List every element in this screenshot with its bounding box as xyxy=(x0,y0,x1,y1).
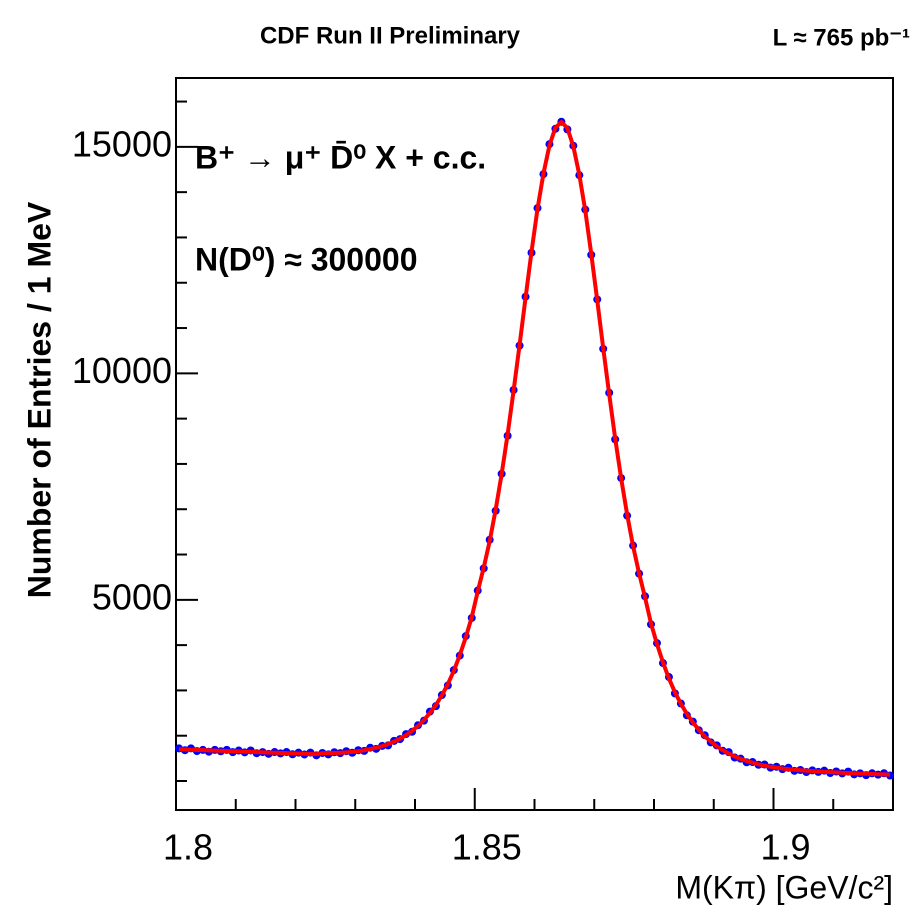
chart-title: CDF Run II Preliminary xyxy=(260,22,521,49)
y-tick-label: 15000 xyxy=(72,123,172,164)
annotation: B⁺ → μ⁺ D̄⁰ X + c.c. xyxy=(195,139,486,175)
x-axis-label: M(Kπ) [GeV/c²] xyxy=(675,869,893,905)
luminosity: L ≈ 765 pb⁻¹ xyxy=(773,24,910,51)
plot-frame xyxy=(175,77,894,811)
x-tick-label: 1.9 xyxy=(760,827,810,868)
x-tick-label: 1.85 xyxy=(452,827,522,868)
fit-curve xyxy=(178,119,891,777)
y-tick-label: 10000 xyxy=(72,350,172,391)
y-axis-label: Number of Entries / 1 MeV xyxy=(21,201,57,598)
y-tick-label: 5000 xyxy=(92,576,172,617)
annotation: N(D⁰) ≈ 300000 xyxy=(195,241,417,277)
x-tick-label: 1.8 xyxy=(163,827,213,868)
